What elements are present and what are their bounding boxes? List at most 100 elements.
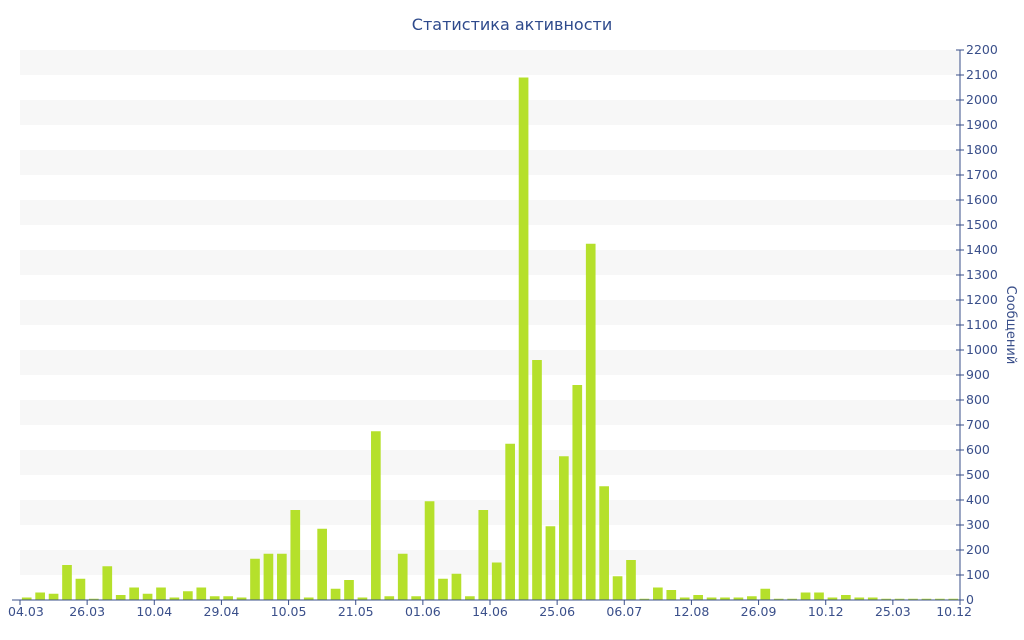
y-tick-label: 2100	[966, 67, 998, 82]
y-axis-title: Сообщений	[1003, 286, 1018, 365]
y-tick-label: 1500	[966, 217, 998, 232]
y-tick-label: 700	[966, 417, 990, 432]
bar[interactable]	[505, 443, 515, 600]
bar[interactable]	[787, 598, 797, 600]
bar[interactable]	[733, 597, 744, 601]
bar[interactable]	[384, 596, 395, 600]
bar[interactable]	[411, 596, 421, 600]
bar[interactable]	[599, 486, 609, 600]
x-tick-label: 14.06	[472, 604, 508, 619]
y-tick-label: 800	[966, 392, 990, 407]
grid-band	[20, 250, 960, 275]
bar[interactable]	[760, 588, 771, 600]
y-axis: 0 100 200 300 400 500 600 700 800 900 1000 1100 1200…	[12, 42, 998, 607]
bar[interactable]	[344, 580, 354, 600]
bar[interactable]	[491, 562, 502, 601]
bar[interactable]	[478, 510, 489, 600]
y-tick-label: 1600	[966, 192, 998, 207]
y-tick-label: 100	[966, 567, 990, 582]
y-tick-label: 300	[966, 517, 990, 532]
bar[interactable]	[142, 593, 153, 600]
x-tick-label: 21.05	[338, 604, 374, 619]
bar[interactable]	[277, 553, 287, 600]
grid-band	[20, 150, 960, 175]
bars	[21, 77, 959, 601]
bar[interactable]	[21, 597, 32, 601]
bar[interactable]	[263, 553, 274, 600]
bar[interactable]	[209, 596, 220, 600]
bar[interactable]	[357, 597, 368, 601]
bar[interactable]	[881, 598, 891, 600]
bar[interactable]	[156, 587, 166, 601]
bar[interactable]	[626, 560, 636, 600]
bar[interactable]	[948, 598, 959, 600]
bar[interactable]	[585, 243, 596, 600]
grid-band	[20, 50, 960, 75]
bar[interactable]	[814, 592, 824, 601]
bar[interactable]	[102, 566, 113, 600]
y-tick-label: 2000	[966, 92, 998, 107]
bar[interactable]	[693, 595, 703, 600]
bar[interactable]	[747, 596, 757, 600]
grid-band	[20, 500, 960, 525]
bar[interactable]	[236, 597, 247, 601]
y-tick-label: 1300	[966, 267, 998, 282]
x-tick-label: 10.05	[271, 604, 307, 619]
bar[interactable]	[424, 501, 435, 600]
x-tick-label: 10.12	[808, 604, 844, 619]
bar[interactable]	[827, 597, 838, 601]
bar[interactable]	[773, 598, 784, 600]
bar[interactable]	[62, 565, 72, 600]
bar[interactable]	[720, 597, 730, 601]
bar[interactable]	[612, 576, 623, 600]
bar[interactable]	[666, 590, 677, 600]
bar[interactable]	[867, 597, 878, 601]
bar[interactable]	[679, 597, 690, 601]
bar[interactable]	[196, 587, 207, 601]
bar[interactable]	[169, 597, 180, 601]
bar[interactable]	[290, 510, 301, 600]
bar[interactable]	[935, 598, 945, 600]
bar[interactable]	[438, 578, 448, 600]
bar[interactable]	[48, 593, 59, 600]
bar[interactable]	[317, 528, 327, 600]
y-tick-label: 1700	[966, 167, 998, 182]
x-tick-label: 10.04	[136, 604, 172, 619]
bar[interactable]	[518, 77, 529, 601]
bar[interactable]	[532, 360, 542, 600]
bar[interactable]	[921, 598, 932, 600]
y-tick-label: 400	[966, 492, 990, 507]
x-tick-label: 26.09	[741, 604, 777, 619]
bar[interactable]	[572, 385, 583, 600]
bar[interactable]	[129, 587, 139, 601]
bar[interactable]	[545, 526, 556, 600]
y-tick-label: 1800	[966, 142, 998, 157]
bar[interactable]	[559, 456, 569, 600]
bar[interactable]	[330, 588, 341, 600]
y-tick-label: 500	[966, 467, 990, 482]
bar[interactable]	[854, 597, 865, 601]
grid-band	[20, 400, 960, 425]
bar[interactable]	[908, 598, 918, 600]
bar[interactable]	[75, 578, 86, 600]
bar[interactable]	[800, 592, 811, 601]
bar[interactable]	[653, 587, 663, 601]
x-axis-labels: 04.03 26.03 10.04 29.04 10.05 21.05 01.06 14.06…	[8, 600, 972, 619]
bar[interactable]	[841, 595, 851, 600]
bar[interactable]	[894, 598, 905, 600]
x-tick-label: 06.07	[606, 604, 642, 619]
bar[interactable]	[250, 558, 260, 600]
bar[interactable]	[183, 591, 193, 600]
bar[interactable]	[706, 597, 717, 601]
bar[interactable]	[303, 597, 314, 601]
bar[interactable]	[451, 573, 462, 600]
bar[interactable]	[465, 596, 475, 600]
grid-bands	[20, 50, 960, 575]
bar[interactable]	[397, 553, 408, 600]
bar[interactable]	[89, 598, 99, 600]
bar[interactable]	[639, 598, 650, 600]
bar[interactable]	[371, 431, 381, 600]
bar[interactable]	[35, 592, 45, 601]
bar[interactable]	[115, 595, 126, 600]
bar[interactable]	[223, 596, 233, 600]
